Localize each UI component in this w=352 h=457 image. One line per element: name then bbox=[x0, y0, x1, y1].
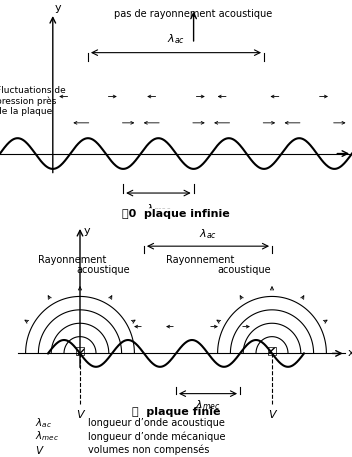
Text: y: y bbox=[55, 3, 61, 13]
Text: $\lambda_{ac}$: $\lambda_{ac}$ bbox=[199, 227, 217, 241]
Text: V: V bbox=[76, 410, 84, 420]
Text: $\lambda_{mec}$: $\lambda_{mec}$ bbox=[35, 430, 59, 443]
Text: pas de rayonnement acoustique: pas de rayonnement acoustique bbox=[114, 9, 273, 19]
Text: Rayonnement: Rayonnement bbox=[166, 255, 235, 265]
Text: $\lambda_{mec}$: $\lambda_{mec}$ bbox=[146, 202, 171, 216]
Text: $\lambda_{ac}$: $\lambda_{ac}$ bbox=[167, 32, 185, 46]
Text: acoustique: acoustique bbox=[218, 265, 271, 275]
Text: $\lambda_{ac}$: $\lambda_{ac}$ bbox=[35, 416, 52, 430]
Text: Fluctuations de
pression près
de la plaque: Fluctuations de pression près de la plaq… bbox=[0, 86, 66, 116]
Bar bbox=[76, 347, 84, 355]
Text: longueur d’onde acoustique: longueur d’onde acoustique bbox=[88, 418, 225, 428]
Text: $V$: $V$ bbox=[35, 444, 45, 456]
Text: $\lambda_{mec}$: $\lambda_{mec}$ bbox=[195, 399, 221, 413]
Text: acoustique: acoustique bbox=[77, 265, 131, 275]
Text: y: y bbox=[83, 226, 90, 236]
Text: longueur d’onde mécanique: longueur d’onde mécanique bbox=[88, 431, 226, 441]
Bar bbox=[268, 347, 276, 355]
Text: x: x bbox=[347, 348, 352, 358]
Text: Rayonnement: Rayonnement bbox=[38, 255, 107, 265]
Text: ␉0  plaque infinie: ␉0 plaque infinie bbox=[122, 209, 230, 219]
Text: V: V bbox=[268, 410, 276, 420]
Text: volumes non compensés: volumes non compensés bbox=[88, 445, 209, 455]
Text: Ⓑ  plaque finie: Ⓑ plaque finie bbox=[132, 407, 220, 417]
